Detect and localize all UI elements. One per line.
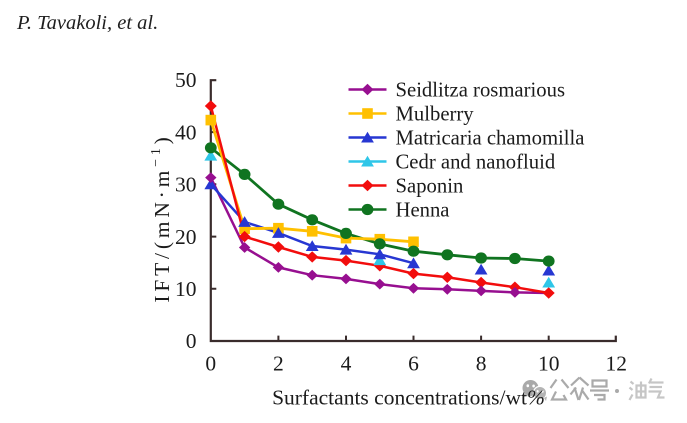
svg-text:0: 0 xyxy=(186,329,197,353)
svg-text:40: 40 xyxy=(175,120,197,144)
svg-text:50: 50 xyxy=(175,68,197,92)
svg-text:6: 6 xyxy=(408,352,419,376)
svg-text:P. Tavakoli, et al.: P. Tavakoli, et al. xyxy=(16,12,158,34)
svg-text:Matricaria chamomilla: Matricaria chamomilla xyxy=(396,128,585,150)
svg-text:Seidlitza rosmarious: Seidlitza rosmarious xyxy=(396,80,566,102)
svg-text:10: 10 xyxy=(538,352,560,376)
svg-text:Cedr and nanofluid: Cedr and nanofluid xyxy=(396,152,556,174)
svg-text:12: 12 xyxy=(606,352,628,376)
svg-text:10: 10 xyxy=(175,277,197,301)
svg-text:4: 4 xyxy=(341,352,352,376)
svg-text:20: 20 xyxy=(175,225,197,249)
svg-text:0: 0 xyxy=(205,352,216,376)
svg-text:8: 8 xyxy=(476,352,487,376)
svg-text:Surfactants concentrations/wt%: Surfactants concentrations/wt% xyxy=(272,385,545,409)
svg-text:2: 2 xyxy=(273,352,284,376)
svg-text:30: 30 xyxy=(175,173,197,197)
svg-text:Henna: Henna xyxy=(396,200,450,222)
svg-text:Saponin: Saponin xyxy=(396,176,464,198)
svg-text:Mulberry: Mulberry xyxy=(396,104,475,126)
